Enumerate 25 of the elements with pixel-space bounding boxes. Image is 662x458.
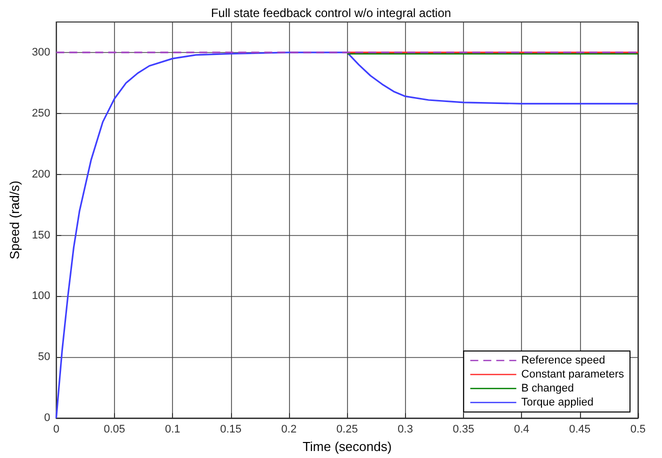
x-tick-label: 0.4 — [514, 424, 530, 436]
legend-label: Constant parameters — [521, 368, 624, 380]
x-tick-label: 0.15 — [220, 424, 242, 436]
x-tick-label: 0.3 — [398, 424, 413, 436]
x-axis-title: Time (seconds) — [302, 439, 392, 454]
x-tick-label: 0.5 — [630, 424, 646, 436]
y-tick-label: 200 — [32, 168, 50, 180]
y-axis-title: Speed (rad/s) — [7, 180, 22, 260]
y-tick-label: 150 — [32, 229, 50, 242]
x-tick-label: 0.25 — [336, 424, 358, 436]
chart-title: Full state feedback control w/o integral action — [210, 6, 452, 20]
legend-label: Reference speed — [521, 354, 606, 366]
y-tick-label: 100 — [32, 290, 50, 302]
x-tick-label: 0.1 — [164, 424, 180, 436]
legend-label: Torque applied — [521, 396, 594, 408]
x-tick-label: 0 — [53, 424, 60, 436]
y-tick-label: 250 — [32, 107, 50, 120]
y-tick-label: 50 — [38, 351, 50, 364]
y-tick-label: 0 — [44, 412, 50, 424]
x-tick-label: 0.45 — [569, 424, 591, 436]
legend-label: B changed — [521, 382, 574, 394]
x-tick-label: 0.2 — [281, 424, 297, 436]
x-tick-label: 0.35 — [452, 424, 474, 436]
y-tick-label: 300 — [32, 46, 50, 58]
x-tick-label: 0.05 — [104, 424, 126, 436]
